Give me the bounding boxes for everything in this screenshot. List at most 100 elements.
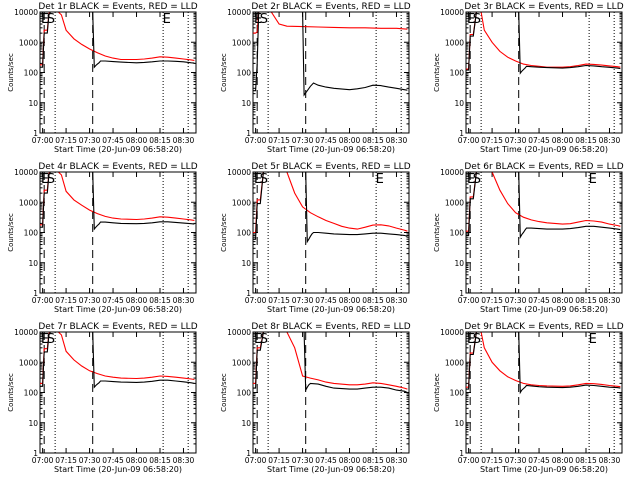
x-tick-label: 07:00: [32, 456, 54, 465]
event-marker-e: E: [163, 12, 171, 27]
y-tick-label: 1000: [445, 198, 464, 207]
x-tick-label: 07:45: [528, 456, 550, 465]
plot-frame: [252, 11, 410, 134]
y-tick-label: 10: [454, 259, 464, 268]
plot-frame: [465, 331, 623, 454]
y-axis-label: Counts/sec: [220, 53, 228, 92]
y-tick-label: 100: [237, 229, 252, 238]
events-series-line: [253, 332, 408, 394]
event-marker-e: E: [254, 332, 262, 347]
x-tick-label: 07:45: [102, 136, 124, 145]
event-marker-e: E: [41, 332, 49, 347]
y-tick-label: 10000: [227, 328, 251, 337]
y-tick-label: 100: [24, 69, 39, 78]
x-tick-label: 07:00: [458, 136, 480, 145]
x-tick-label: 08:00: [552, 456, 574, 465]
panel-title: Det 3r BLACK = Events, RED = LLD: [464, 2, 623, 12]
x-tick-label: 07:15: [268, 456, 290, 465]
y-tick-label: 1: [246, 129, 251, 138]
detector-panel-4: Det 4r BLACK = Events, RED = LLD 1 10 100 10…: [7, 162, 198, 314]
event-marker-e: E: [254, 172, 262, 187]
event-marker-s: S: [47, 332, 55, 347]
event-marker-e: E: [41, 172, 49, 187]
x-tick-label: 08:30: [173, 136, 195, 145]
x-axis-label: Start Time (20-Jun-09 06:58:20): [267, 465, 395, 474]
y-tick-label: 10000: [14, 8, 38, 17]
y-tick-label: 1000: [232, 38, 251, 47]
y-tick-label: 10000: [440, 8, 464, 17]
y-tick-label: 1: [33, 289, 38, 298]
events-series-line: [40, 172, 195, 231]
event-marker-e: E: [467, 172, 475, 187]
x-tick-label: 07:15: [55, 136, 77, 145]
detector-panel-7: Det 7r BLACK = Events, RED = LLD 1 10 100 10…: [7, 322, 198, 474]
x-tick-label: 07:15: [268, 136, 290, 145]
events-series-line: [253, 172, 408, 244]
event-marker-e: E: [467, 12, 475, 27]
events-series-line: [466, 12, 621, 75]
y-tick-label: 100: [237, 69, 252, 78]
x-axis-label: Start Time (20-Jun-09 06:58:20): [267, 305, 395, 314]
x-tick-label: 08:00: [126, 296, 148, 305]
y-tick-label: 100: [450, 229, 465, 238]
x-tick-label: 07:45: [102, 296, 124, 305]
x-tick-label: 08:15: [362, 456, 384, 465]
y-tick-label: 100: [24, 229, 39, 238]
x-axis-label: Start Time (20-Jun-09 06:58:20): [54, 465, 182, 474]
x-tick-label: 08:15: [149, 136, 171, 145]
y-tick-label: 1000: [19, 358, 38, 367]
detector-panel-8: Det 8r BLACK = Events, RED = LLD 1 10 100 10…: [220, 322, 411, 474]
x-tick-label: 07:30: [292, 456, 314, 465]
x-tick-label: 07:45: [528, 136, 550, 145]
x-tick-label: 07:15: [55, 296, 77, 305]
y-axis-label: Counts/sec: [433, 53, 441, 92]
y-tick-label: 1000: [19, 38, 38, 47]
y-tick-label: 10000: [14, 168, 38, 177]
x-tick-label: 08:00: [339, 296, 361, 305]
lld-series-line: [253, 12, 408, 34]
events-series-line: [40, 332, 195, 389]
x-tick-label: 07:00: [32, 296, 54, 305]
panel-title: Det 1r BLACK = Events, RED = LLD: [38, 2, 197, 12]
y-tick-label: 10: [241, 99, 251, 108]
detector-panel-6: Det 6r BLACK = Events, RED = LLD 1 10 100 10…: [433, 162, 624, 314]
x-tick-label: 08:15: [575, 136, 597, 145]
x-tick-label: 07:15: [481, 296, 503, 305]
x-tick-label: 08:30: [386, 456, 408, 465]
x-axis-label: Start Time (20-Jun-09 06:58:20): [54, 305, 182, 314]
events-series-line: [466, 172, 621, 240]
events-series-line: [466, 332, 621, 395]
x-tick-label: 08:30: [599, 296, 621, 305]
y-tick-label: 1000: [232, 358, 251, 367]
x-tick-label: 07:00: [458, 456, 480, 465]
lld-series-line: [40, 332, 195, 384]
x-tick-label: 07:15: [268, 296, 290, 305]
x-tick-label: 07:30: [505, 136, 527, 145]
panel-title: Det 5r BLACK = Events, RED = LLD: [251, 162, 410, 172]
detector-panel-5: Det 5r BLACK = Events, RED = LLD 1 10 100 10…: [220, 162, 411, 314]
x-tick-label: 07:15: [481, 456, 503, 465]
lld-series-line: [253, 172, 408, 234]
x-tick-label: 07:00: [32, 136, 54, 145]
event-marker-e: E: [589, 332, 597, 347]
y-tick-label: 10000: [440, 328, 464, 337]
y-tick-label: 10000: [227, 8, 251, 17]
x-tick-label: 07:45: [315, 136, 337, 145]
x-tick-label: 08:00: [339, 456, 361, 465]
y-tick-label: 10: [241, 419, 251, 428]
events-series-line: [253, 12, 408, 97]
event-marker-e: E: [376, 172, 384, 187]
y-tick-label: 10: [241, 259, 251, 268]
y-tick-label: 1: [459, 289, 464, 298]
y-tick-label: 10000: [227, 168, 251, 177]
plot-frame: [465, 171, 623, 294]
y-tick-label: 10: [454, 419, 464, 428]
x-tick-label: 08:00: [552, 296, 574, 305]
event-marker-s: S: [473, 332, 481, 347]
y-tick-label: 10: [28, 419, 38, 428]
y-axis-label: Counts/sec: [220, 213, 228, 252]
x-tick-label: 07:45: [528, 296, 550, 305]
y-tick-label: 1000: [445, 38, 464, 47]
plot-frame: [39, 171, 197, 294]
